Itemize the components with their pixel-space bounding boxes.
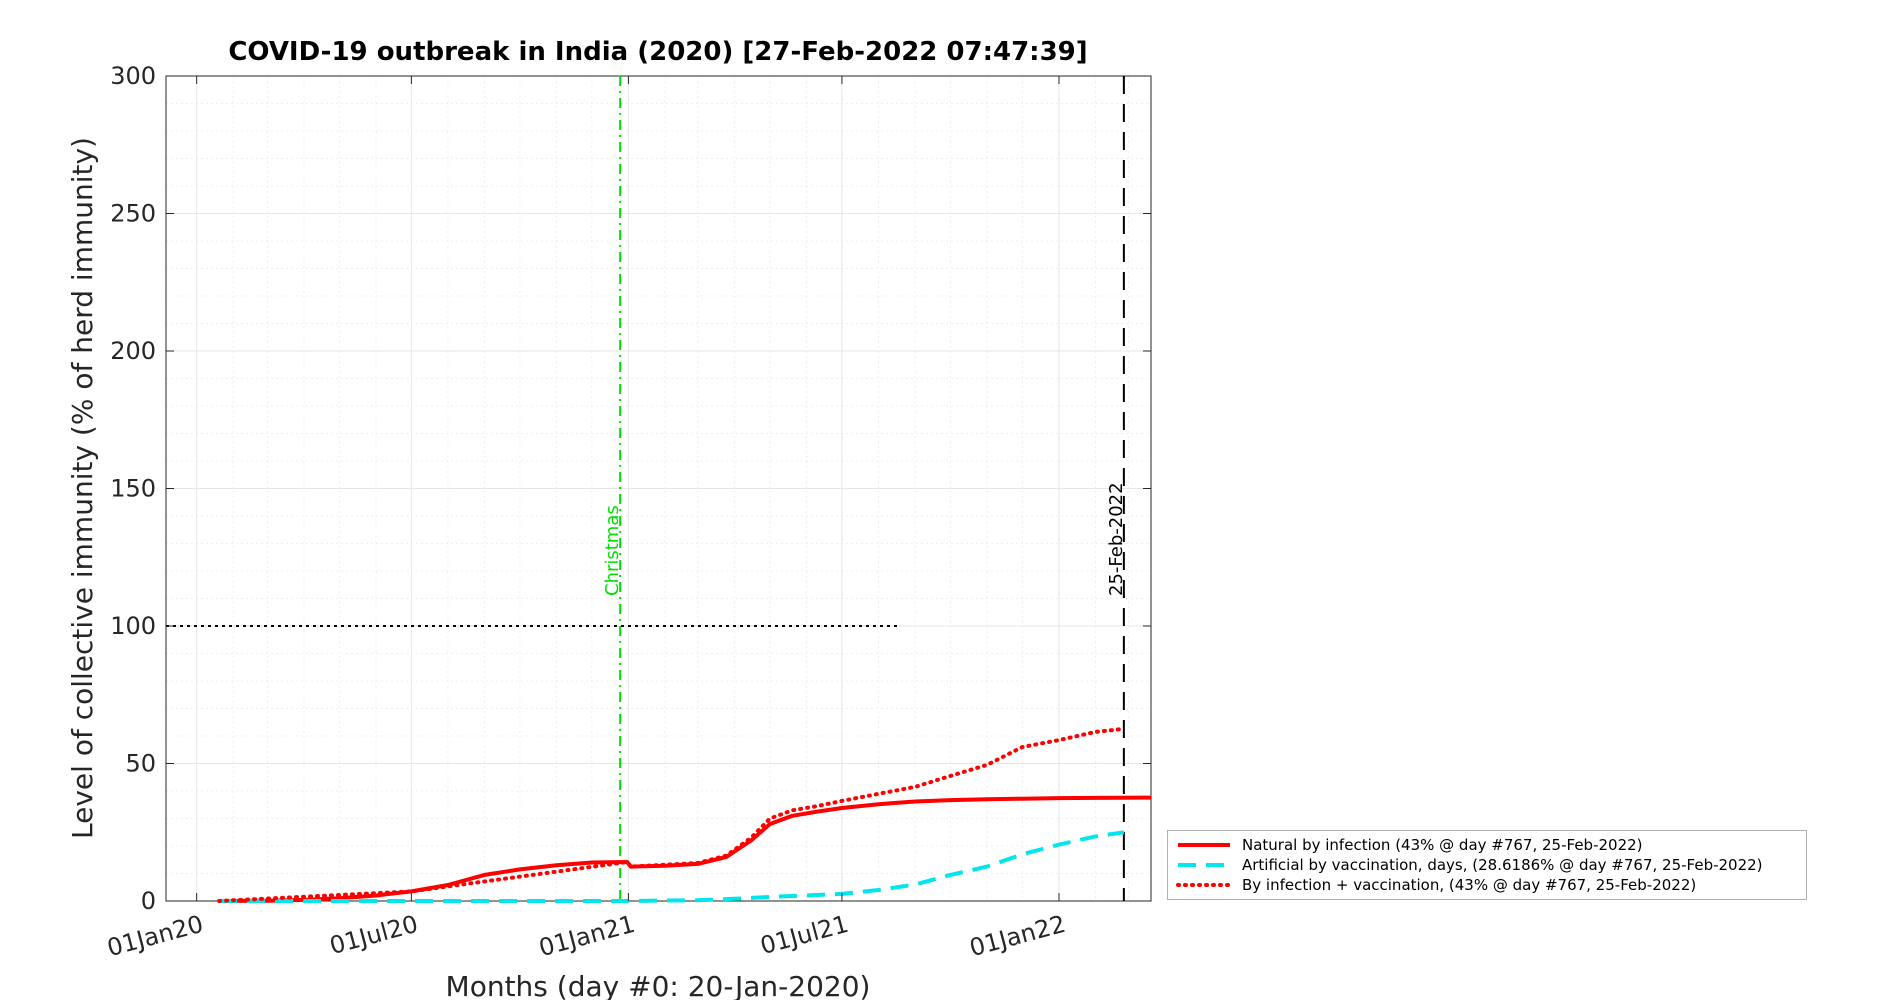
x-tick-label: 01Jan21 bbox=[536, 910, 638, 962]
legend-swatch bbox=[1176, 883, 1232, 887]
x-tick-label: 01Jan22 bbox=[967, 910, 1069, 962]
y-tick-label: 300 bbox=[110, 62, 156, 90]
grid bbox=[166, 75, 1151, 902]
y-tick-label: 150 bbox=[110, 475, 156, 503]
reference-lines: Christmas 25-Feb-2022 bbox=[166, 76, 1127, 901]
y-tick-label: 0 bbox=[141, 887, 156, 915]
legend-entry: Natural by infection (43% @ day #767, 25… bbox=[1174, 835, 1800, 855]
y-tick-label: 250 bbox=[110, 200, 156, 228]
legend: Natural by infection (43% @ day #767, 25… bbox=[1167, 830, 1807, 900]
vertical-reference-label: Christmas bbox=[602, 505, 623, 596]
series-line-3 bbox=[217, 726, 1126, 903]
legend-label: By infection + vaccination, (43% @ day #… bbox=[1242, 876, 1697, 894]
y-axis-label: Level of collective immunity (% of herd … bbox=[66, 137, 99, 839]
x-axis-ticks: 01Jan20 01Jul20 01Jan21 01Jul21 01Jan22 bbox=[104, 76, 1069, 962]
x-tick-label: 01Jul21 bbox=[757, 910, 851, 960]
y-tick-label: 100 bbox=[110, 612, 156, 640]
legend-entry: Artificial by vaccination, days, (28.618… bbox=[1174, 855, 1800, 875]
legend-swatch bbox=[1178, 863, 1230, 867]
x-tick-label: 01Jan20 bbox=[104, 910, 206, 962]
series-line-2 bbox=[219, 830, 1125, 903]
x-axis-label: Months (day #0: 20-Jan-2020) bbox=[446, 970, 871, 1000]
series-lines bbox=[217, 726, 1152, 903]
series-line-1 bbox=[219, 795, 1152, 903]
legend-label: Artificial by vaccination, days, (28.618… bbox=[1242, 856, 1763, 874]
legend-swatch bbox=[1178, 843, 1230, 847]
vertical-reference-label: 25-Feb-2022 bbox=[1106, 482, 1127, 596]
chart-title: COVID-19 outbreak in India (2020) [27-Fe… bbox=[228, 37, 1087, 67]
y-tick-label: 200 bbox=[110, 337, 156, 365]
x-tick-label: 01Jul20 bbox=[327, 910, 421, 960]
y-tick-label: 50 bbox=[125, 750, 156, 778]
y-axis-ticks: 0 50 100 150 200 250 300 bbox=[110, 62, 1151, 915]
legend-entry: By infection + vaccination, (43% @ day #… bbox=[1174, 875, 1800, 895]
legend-label: Natural by infection (43% @ day #767, 25… bbox=[1242, 836, 1643, 854]
